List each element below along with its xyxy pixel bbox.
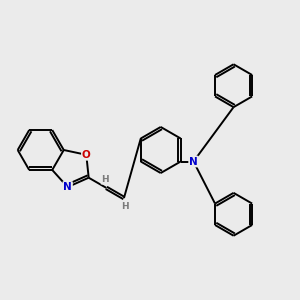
Text: H: H <box>121 202 129 211</box>
Text: N: N <box>189 157 198 166</box>
Text: N: N <box>63 182 72 192</box>
Text: O: O <box>82 150 91 160</box>
Text: H: H <box>101 175 109 184</box>
